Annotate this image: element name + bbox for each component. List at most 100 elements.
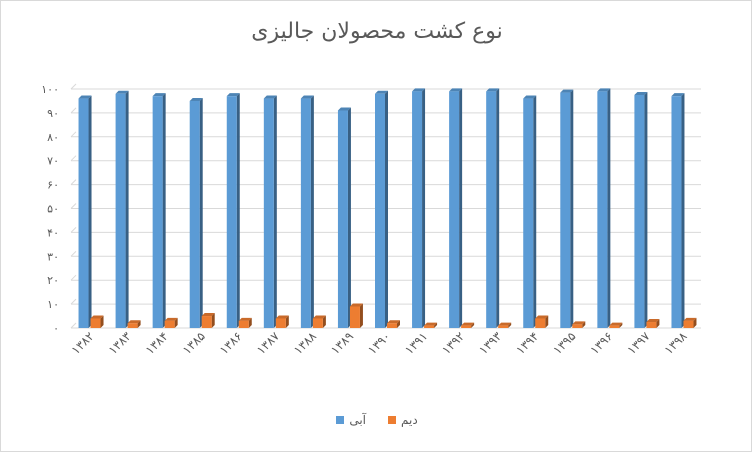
bar-series-2-2 (164, 320, 175, 328)
bar-series-2-3 (201, 316, 212, 328)
x-tick-label-15: ۱۳۹۷ (625, 329, 654, 358)
gridline-depth-3 (70, 250, 77, 257)
bar-side-series-1-13 (570, 89, 574, 329)
bar-series-1-3 (189, 100, 200, 328)
gridline-depth-9 (70, 107, 77, 114)
bar-series-1-6 (300, 98, 311, 328)
y-tick-label-0: ۰ (53, 322, 59, 335)
bar-series-2-12 (535, 318, 546, 328)
bar-top-series-2-9 (424, 322, 438, 326)
bar-side-series-2-0 (100, 315, 104, 328)
bar-side-series-2-8 (397, 320, 400, 328)
legend-item-series-2: دیم (388, 413, 418, 427)
gridline-depth-7 (70, 155, 77, 162)
x-tick-label-13: ۱۳۹۵ (550, 329, 578, 357)
bar-top-series-2-12 (535, 315, 549, 319)
bar-side-series-1-8 (385, 90, 388, 328)
bar-series-2-15 (646, 322, 657, 328)
x-tick-label-2: ۱۳۸۴ (143, 329, 171, 357)
bar-series-1-5 (263, 98, 274, 328)
x-tick-label-1: ۱۳۸۳ (106, 329, 135, 358)
bar-top-series-2-13 (572, 321, 586, 325)
bar-top-series-2-6 (312, 315, 326, 319)
bar-series-1-12 (523, 98, 534, 328)
bar-side-series-2-5 (285, 315, 289, 328)
bar-side-series-1-6 (310, 95, 314, 328)
bar-top-series-1-5 (263, 95, 277, 99)
bar-side-series-2-12 (545, 315, 549, 328)
bar-side-series-2-16 (693, 317, 697, 328)
bar-top-series-2-8 (387, 320, 400, 324)
bar-side-series-1-3 (199, 97, 203, 328)
x-tick-label-14: ۱۳۹۶ (587, 329, 615, 357)
x-tick-label-7: ۱۳۸۹ (328, 329, 356, 357)
bar-series-1-4 (226, 96, 237, 328)
bar-top-series-1-13 (560, 89, 574, 93)
bar-side-series-2-10 (471, 322, 475, 328)
bar-top-series-1-3 (189, 97, 203, 101)
bar-side-series-1-2 (162, 93, 166, 328)
bar-top-series-1-16 (671, 93, 685, 97)
bar-series-1-2 (152, 96, 163, 328)
x-tick-label-3: ۱۳۸۵ (180, 329, 208, 357)
bar-side-series-2-4 (248, 317, 252, 328)
bar-side-series-1-15 (644, 91, 648, 328)
bar-series-2-11 (498, 325, 509, 328)
bar-side-series-2-14 (619, 322, 623, 328)
bar-side-series-1-9 (422, 88, 426, 328)
bar-series-2-14 (609, 325, 620, 328)
bar-series-2-7 (349, 306, 360, 328)
bar-top-series-1-2 (152, 93, 166, 97)
bar-series-1-13 (560, 92, 571, 329)
bar-series-2-6 (312, 318, 323, 328)
bar-side-series-2-15 (656, 319, 660, 328)
bar-side-series-1-11 (496, 88, 500, 328)
bar-top-series-1-11 (486, 88, 500, 92)
bar-side-series-2-6 (322, 315, 326, 328)
bar-side-series-2-13 (582, 321, 586, 328)
bar-side-series-1-7 (347, 107, 351, 328)
bar-side-series-1-16 (681, 93, 685, 328)
bar-top-series-2-3 (201, 313, 215, 317)
bar-top-series-2-7 (349, 303, 363, 307)
x-tick-label-16: ۱۳۹۸ (662, 329, 691, 358)
legend-swatch-series-2 (388, 416, 396, 424)
legend-label-series-1: آبی (349, 413, 366, 427)
bar-series-2-0 (90, 318, 101, 328)
bar-top-series-2-15 (646, 319, 660, 323)
y-tick-label-10: ۱۰۰ (41, 83, 59, 96)
gridline-depth-6 (70, 179, 77, 185)
y-tick-label-2: ۲۰ (47, 274, 59, 287)
y-tick-label-3: ۳۰ (47, 250, 59, 263)
bar-series-2-9 (424, 325, 435, 328)
bar-top-series-1-6 (300, 95, 314, 99)
bar-top-series-2-4 (238, 317, 252, 321)
x-tick-label-0: ۱۳۸۲ (69, 329, 97, 357)
bar-series-1-1 (115, 93, 126, 328)
gridline-depth-1 (70, 298, 77, 305)
bar-series-1-14 (597, 91, 608, 328)
bar-side-series-1-14 (607, 88, 611, 328)
legend-item-series-1: آبی (336, 413, 366, 427)
bar-series-2-10 (461, 325, 472, 328)
x-tick-label-8: ۱۳۹۰ (365, 329, 393, 357)
bar-series-2-5 (275, 318, 286, 328)
bar-series-2-16 (683, 320, 694, 328)
gridline-depth-8 (70, 131, 77, 138)
bar-side-series-2-7 (359, 303, 363, 328)
bar-top-series-1-1 (115, 90, 129, 94)
x-tick-label-9: ۱۳۹۱ (402, 329, 430, 357)
bar-top-series-1-4 (226, 93, 240, 97)
y-tick-label-9: ۹۰ (47, 107, 59, 120)
bar-side-series-2-11 (508, 322, 512, 328)
y-tick-label-7: ۷۰ (47, 155, 59, 168)
bar-side-series-2-9 (434, 322, 438, 328)
legend-swatch-series-1 (336, 416, 345, 424)
bar-series-2-13 (572, 324, 583, 328)
x-tick-label-5: ۱۳۸۷ (254, 329, 283, 358)
bar-top-series-1-7 (337, 107, 351, 111)
bar-side-series-2-1 (137, 320, 141, 328)
x-tick-label-10: ۱۳۹۲ (439, 329, 467, 357)
bar-top-series-1-0 (78, 95, 92, 99)
